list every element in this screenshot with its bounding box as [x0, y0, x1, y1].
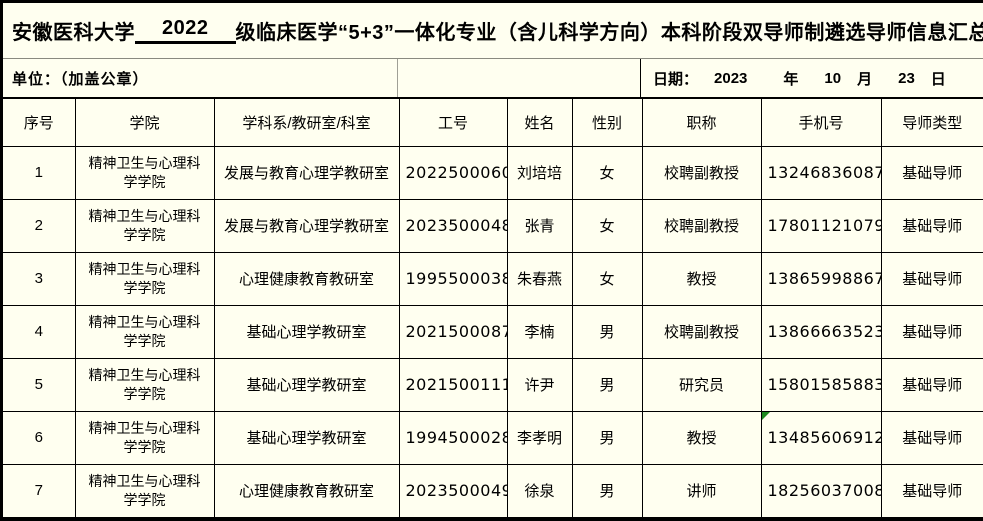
cell-phone[interactable]: 13246836087 [760, 145, 882, 200]
cell-name[interactable]: 李楠 [506, 304, 573, 359]
cell-mentor-type[interactable]: 基础导师 [880, 410, 983, 465]
cell-name[interactable]: 徐泉 [506, 463, 573, 518]
date-day-value: 23 [898, 69, 915, 87]
title-suffix: 级临床医学“5+3”一体化专业（含儿科学方向）本科阶段双导师制遴选导师信息汇总表 [235, 22, 983, 44]
date-month-unit: 月 [857, 70, 873, 88]
cell-title[interactable]: 校聘副教授 [641, 198, 762, 253]
cell-phone[interactable]: 13866663523 [760, 304, 882, 359]
table-row: 5 精神卫生与心理科学学院 基础心理学教研室 2021500111 许尹男研究员 1580… [3, 357, 983, 412]
cell-mentor-type[interactable]: 基础导师 [880, 357, 983, 412]
date-year-unit: 年 [783, 70, 799, 88]
header-employee-id[interactable]: 工号 [398, 97, 508, 147]
cell-gender[interactable]: 女 [571, 145, 643, 200]
cell-gender[interactable]: 男 [571, 357, 643, 412]
cell-college[interactable]: 精神卫生与心理科学学院 [74, 304, 215, 359]
cell-college[interactable]: 精神卫生与心理科学学院 [74, 357, 215, 412]
cell-title[interactable]: 教授 [641, 251, 762, 306]
date-year-value: 2023 [714, 69, 748, 87]
table-row: 4 精神卫生与心理科学学院 基础心理学教研室 2021500087 李楠男校聘副教授 13… [3, 304, 983, 359]
cell-gender[interactable]: 女 [571, 198, 643, 253]
table-row: 1 精神卫生与心理科学学院 发展与教育心理学教研室 2022500060 刘培培女校聘副… [3, 145, 983, 200]
cell-department[interactable]: 发展与教育心理学教研室 [213, 145, 400, 200]
cell-name[interactable]: 许尹 [506, 357, 573, 412]
cell-title[interactable]: 校聘副教授 [641, 145, 762, 200]
header-title[interactable]: 职称 [641, 97, 762, 147]
cell-name[interactable]: 张青 [506, 198, 573, 253]
cell-employee-id[interactable]: 1995500038 [398, 251, 508, 306]
cell-department[interactable]: 基础心理学教研室 [213, 304, 400, 359]
cell-index[interactable]: 7 [3, 463, 76, 518]
cell-college[interactable]: 精神卫生与心理科学学院 [74, 145, 215, 200]
date-field: 日期： 2023 年 10 月 23 日 [640, 59, 983, 97]
header-name[interactable]: 姓名 [506, 97, 573, 147]
header-mentor-type[interactable]: 导师类型 [880, 97, 983, 147]
cell-phone[interactable]: 18256037008 [760, 463, 882, 518]
info-bar: 单位：（加盖公章） 日期： 2023 年 10 月 23 日 [3, 58, 983, 97]
table-row: 2 精神卫生与心理科学学院 发展与教育心理学教研室 2023500048 张青女校聘副教… [3, 198, 983, 253]
cell-mentor-type[interactable]: 基础导师 [880, 251, 983, 306]
table-row: 6 精神卫生与心理科学学院 基础心理学教研室 1994500028 李孝明男教授 1348… [3, 410, 983, 465]
info-bar-spacer [397, 59, 640, 97]
table-row: 3 精神卫生与心理科学学院 心理健康教育教研室 1995500038 朱春燕女教授 138… [3, 251, 983, 306]
cell-employee-id[interactable]: 1994500028 [398, 410, 508, 465]
cell-college[interactable]: 精神卫生与心理科学学院 [74, 410, 215, 465]
cell-gender[interactable]: 男 [571, 304, 643, 359]
header-college[interactable]: 学院 [74, 97, 215, 147]
cell-department[interactable]: 基础心理学教研室 [213, 357, 400, 412]
date-label: 日期： [653, 70, 699, 88]
cell-employee-id[interactable]: 2021500087 [398, 304, 508, 359]
header-department[interactable]: 学科系/教研室/科室 [213, 97, 400, 147]
cell-employee-id[interactable]: 2021500111 [398, 357, 508, 412]
date-day-unit: 日 [930, 70, 946, 88]
cell-department[interactable]: 心理健康教育教研室 [213, 463, 400, 518]
cell-name[interactable]: 朱春燕 [506, 251, 573, 306]
header-index[interactable]: 序号 [3, 97, 76, 147]
cell-department[interactable]: 发展与教育心理学教研室 [213, 198, 400, 253]
cell-phone[interactable]: 17801121079 [760, 198, 882, 253]
cell-name[interactable]: 刘培培 [506, 145, 573, 200]
cell-phone[interactable]: 13865998867 [760, 251, 882, 306]
cell-mentor-type[interactable]: 基础导师 [880, 304, 983, 359]
page-title: 安徽医科大学 2022 级临床医学“5+3”一体化专业（含儿科学方向）本科阶段双导师… [3, 3, 983, 58]
cell-title[interactable]: 研究员 [641, 357, 762, 412]
date-month-value: 10 [824, 69, 842, 87]
table-body: 1 精神卫生与心理科学学院 发展与教育心理学教研室 2022500060 刘培培女校聘副… [3, 145, 983, 518]
title-prefix: 安徽医科大学 [12, 22, 135, 44]
cell-college[interactable]: 精神卫生与心理科学学院 [74, 251, 215, 306]
cell-index[interactable]: 6 [3, 410, 76, 465]
table-header-row: 序号 学院 学科系/教研室/科室 工号 姓名 性别 职称 手机号 导师类型 [3, 97, 983, 147]
cell-index[interactable]: 4 [3, 304, 76, 359]
cell-index[interactable]: 1 [3, 145, 76, 200]
cell-index[interactable]: 2 [3, 198, 76, 253]
table-row: 7 精神卫生与心理科学学院 心理健康教育教研室 2023500049 徐泉男讲师 1825… [3, 463, 983, 518]
cell-employee-id[interactable]: 2022500060 [398, 145, 508, 200]
header-phone[interactable]: 手机号 [760, 97, 882, 147]
cell-mentor-type[interactable]: 基础导师 [880, 463, 983, 518]
cell-phone-flagged[interactable]: 13485606912 [760, 410, 882, 465]
cell-department[interactable]: 心理健康教育教研室 [213, 251, 400, 306]
cell-department[interactable]: 基础心理学教研室 [213, 410, 400, 465]
unit-label: 单位：（加盖公章） [12, 70, 149, 88]
cell-mentor-type[interactable]: 基础导师 [880, 198, 983, 253]
cell-gender[interactable]: 男 [571, 463, 643, 518]
cell-employee-id[interactable]: 2023500048 [398, 198, 508, 253]
cell-index[interactable]: 5 [3, 357, 76, 412]
cell-phone[interactable]: 15801585883 [760, 357, 882, 412]
cell-title[interactable]: 讲师 [641, 463, 762, 518]
cell-mentor-type[interactable]: 基础导师 [880, 145, 983, 200]
cell-name[interactable]: 李孝明 [506, 410, 573, 465]
cell-gender[interactable]: 女 [571, 251, 643, 306]
cell-college[interactable]: 精神卫生与心理科学学院 [74, 198, 215, 253]
cell-employee-id[interactable]: 2023500049 [398, 463, 508, 518]
cell-gender[interactable]: 男 [571, 410, 643, 465]
cell-index[interactable]: 3 [3, 251, 76, 306]
cell-college[interactable]: 精神卫生与心理科学学院 [74, 463, 215, 518]
cell-title[interactable]: 校聘副教授 [641, 304, 762, 359]
cell-title[interactable]: 教授 [641, 410, 762, 465]
header-gender[interactable]: 性别 [571, 97, 643, 147]
title-year-blank: 2022 [135, 17, 236, 44]
